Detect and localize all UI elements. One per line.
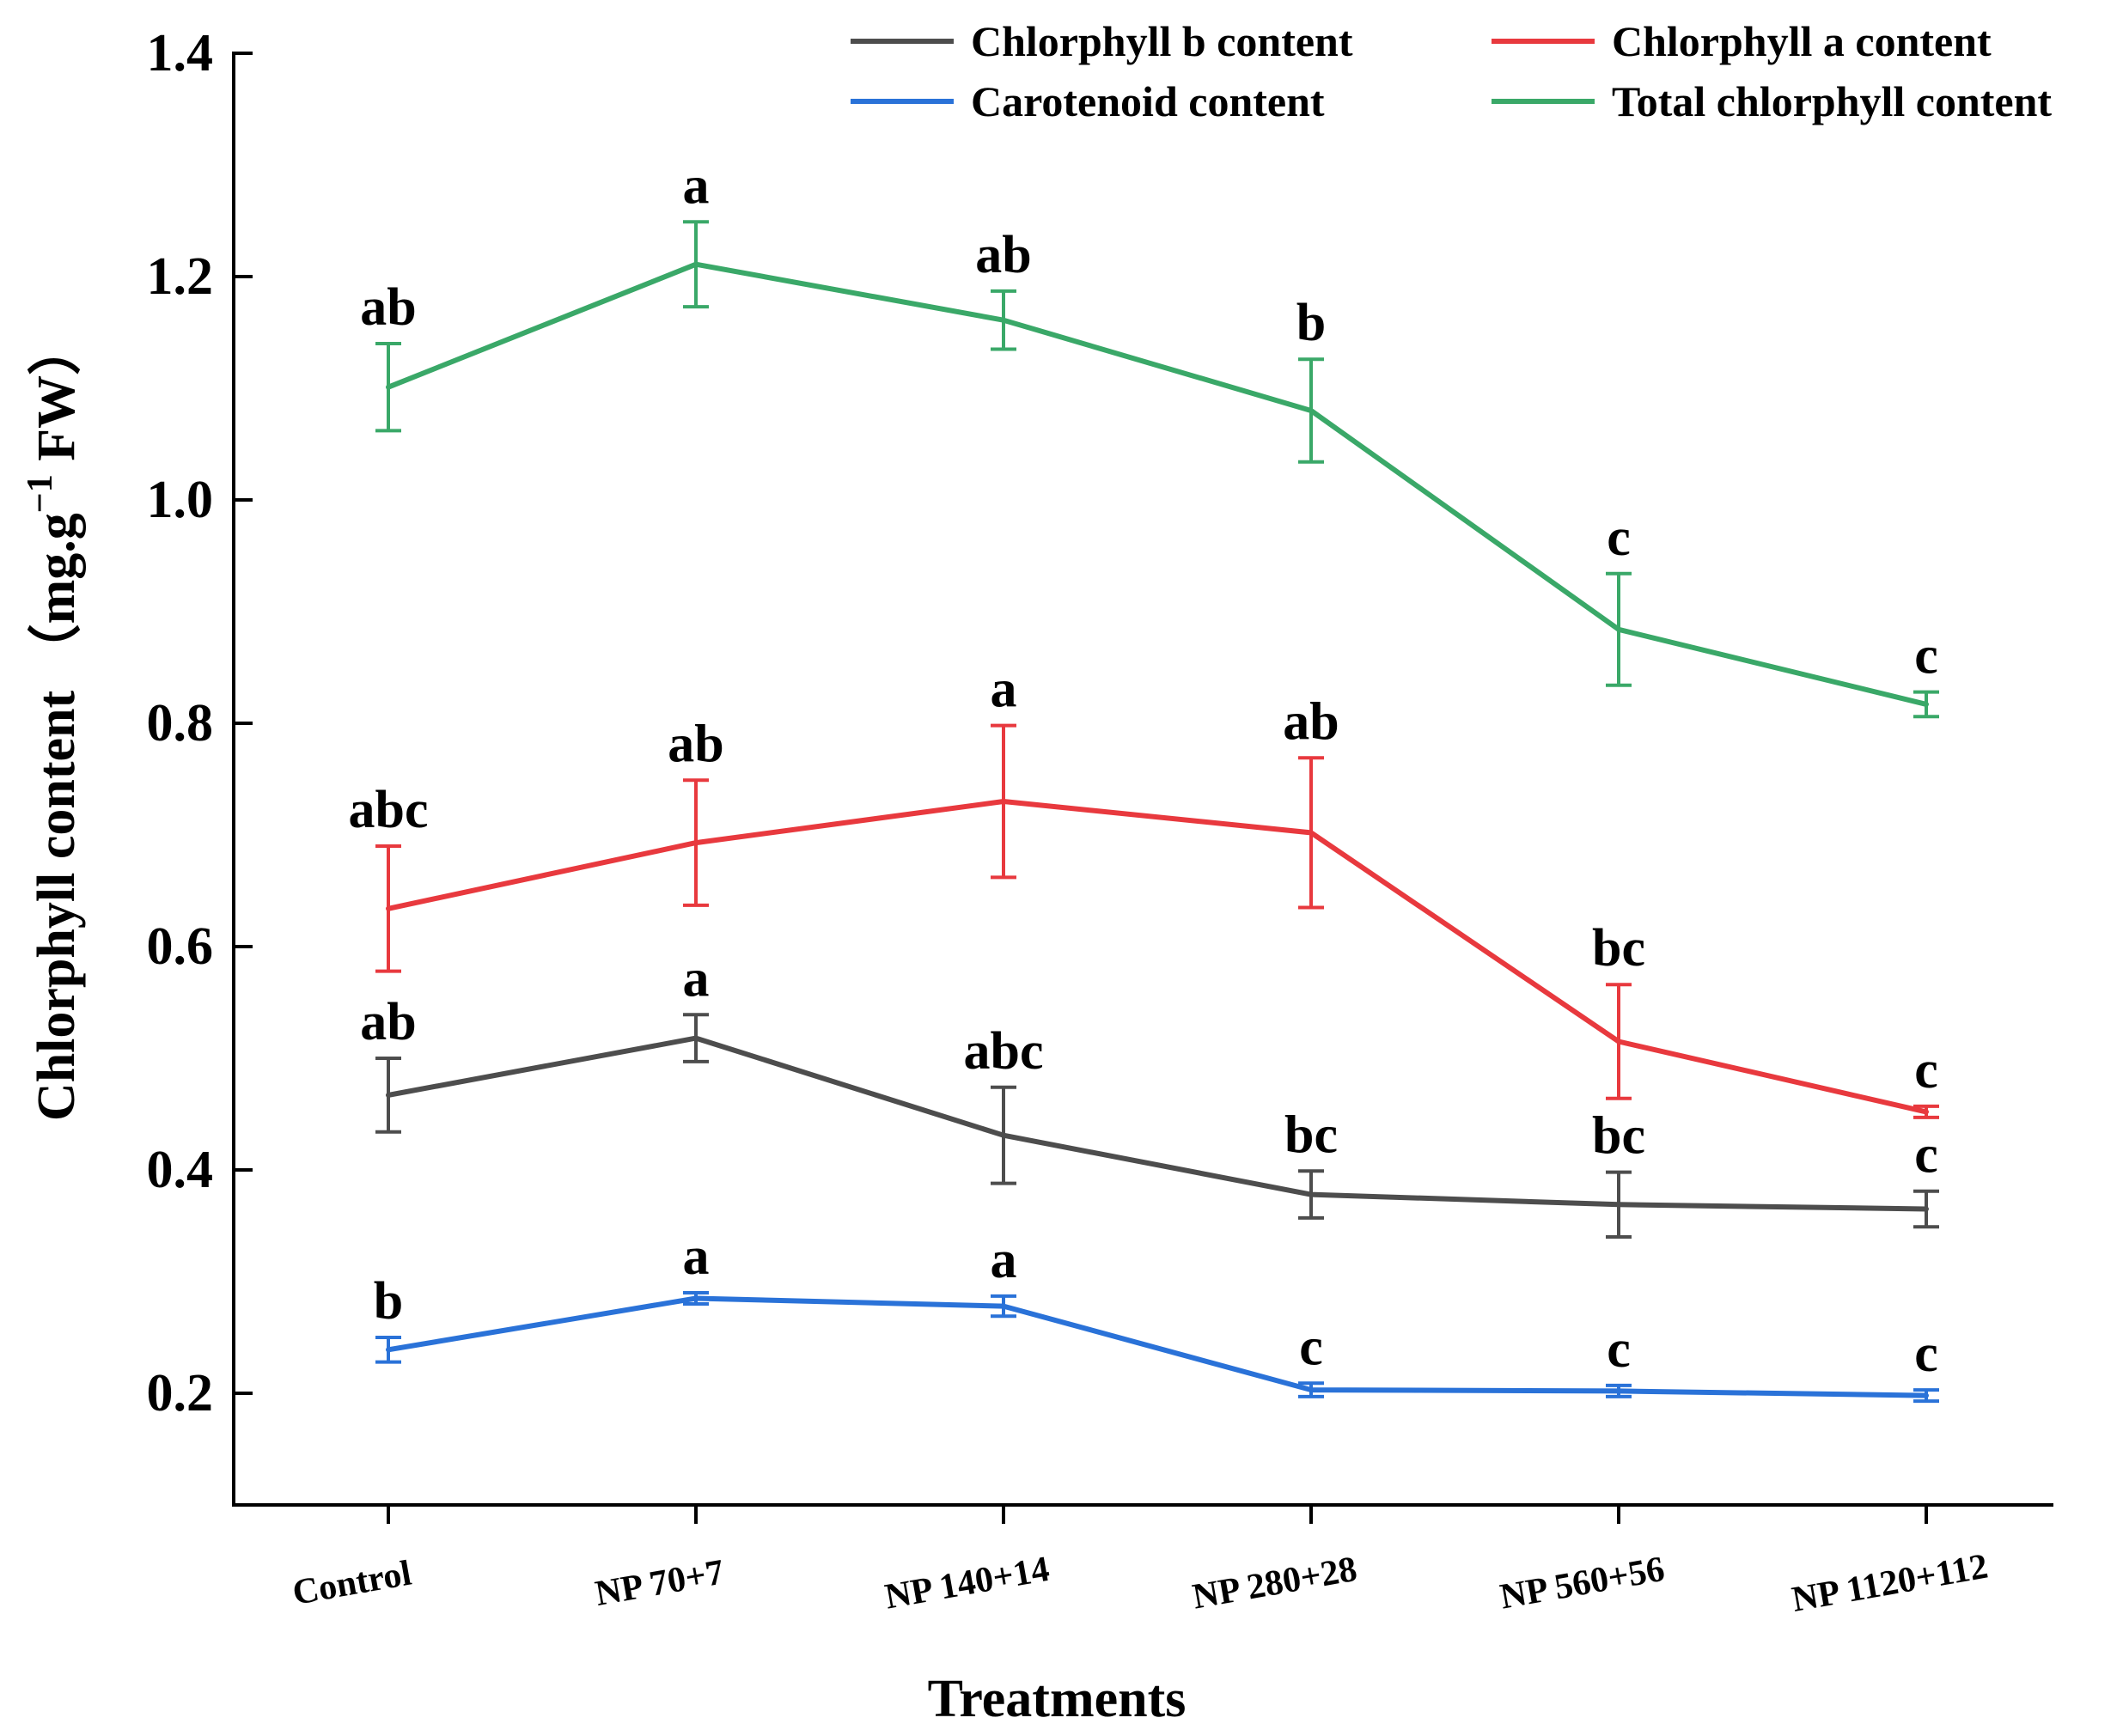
significance-letter: ab — [360, 993, 416, 1051]
significance-letter: abc — [964, 1022, 1044, 1081]
series-chlorphyll-a-content — [375, 723, 1939, 1119]
legend-label: Chlorphyll b content — [971, 17, 1353, 65]
legend-item: Chlorphyll b content — [851, 17, 1353, 65]
series-carotenoid-content — [375, 1291, 1939, 1404]
significance-letter: ab — [360, 278, 416, 337]
significance-letter: a — [991, 1231, 1017, 1289]
x-tick-label: NP 70+7 — [592, 1552, 727, 1614]
significance-letter: b — [374, 1272, 403, 1331]
significance-letter: a — [683, 949, 710, 1008]
x-axis-title: Treatments — [928, 1670, 1187, 1728]
x-tick-label: Control — [290, 1553, 414, 1612]
series-line — [386, 261, 1929, 707]
y-axis-title-tail: FW） — [26, 322, 86, 474]
significance-letter: b — [1296, 294, 1326, 352]
series-line — [386, 1035, 1929, 1212]
x-ticks: Control NP 70+7 NP 140+14 NP 280+28 NP 560+5… — [290, 1505, 1991, 1620]
legend: Chlorphyll b content Chlorphyll a content… — [851, 17, 2052, 125]
significance-letter: c — [1914, 1325, 1938, 1383]
series-chlorphyll-b-content — [375, 1013, 1939, 1239]
significance-letter: a — [683, 156, 710, 215]
series-layer — [375, 220, 1939, 1404]
legend-label: Chlorphyll a content — [1612, 17, 1992, 65]
y-tick-label: 1.2 — [147, 247, 214, 306]
series-line — [386, 1295, 1929, 1398]
x-tick-label: NP 280+28 — [1190, 1550, 1360, 1617]
significance-letter: abc — [349, 781, 429, 839]
series-total-chlorphyll-content — [375, 220, 1939, 719]
significance-letter: c — [1914, 1041, 1938, 1099]
significance-letter: bc — [1284, 1106, 1338, 1164]
y-tick-label: 1.4 — [147, 24, 214, 82]
y-axis-title-main: Chlorphyll content （mg.g — [26, 513, 86, 1121]
y-tick-label: 0.4 — [147, 1141, 214, 1199]
significance-letter: a — [683, 1227, 710, 1286]
significance-letter: c — [1914, 1126, 1938, 1185]
significance-letter: ab — [975, 226, 1031, 284]
y-axis-title: Chlorphyll content （mg.g−1 FW） — [21, 322, 86, 1121]
legend-item: Total chlorphyll content — [1492, 77, 2052, 125]
y-tick-label: 0.8 — [147, 694, 214, 752]
y-ticks: 0.2 0.4 0.6 0.8 1.0 1.2 1.4 — [147, 24, 253, 1422]
x-tick-label: NP 1120+112 — [1789, 1547, 1991, 1620]
significance-letter: bc — [1592, 1107, 1645, 1166]
x-tick-label: NP 560+56 — [1498, 1550, 1668, 1617]
y-tick-label: 1.0 — [147, 471, 214, 529]
series-line — [386, 799, 1929, 1115]
significance-letter: ab — [668, 715, 723, 773]
legend-label: Carotenoid content — [971, 77, 1325, 125]
y-tick-label: 0.6 — [147, 917, 214, 976]
significance-letter: c — [1914, 627, 1938, 685]
significance-letter: c — [1299, 1318, 1323, 1376]
x-tick-label: NP 140+14 — [882, 1550, 1052, 1617]
significance-letter: bc — [1592, 919, 1645, 978]
legend-item: Carotenoid content — [851, 77, 1325, 125]
significance-letter: ab — [1283, 692, 1339, 751]
y-axis-title-superscript: −1 — [21, 474, 60, 513]
legend-item: Chlorphyll a content — [1492, 17, 1992, 65]
y-tick-label: 0.2 — [147, 1364, 214, 1422]
legend-label: Total chlorphyll content — [1612, 77, 2052, 125]
significance-letter: c — [1607, 1320, 1631, 1379]
significance-letter: a — [991, 661, 1017, 719]
significance-letter: c — [1607, 509, 1631, 567]
